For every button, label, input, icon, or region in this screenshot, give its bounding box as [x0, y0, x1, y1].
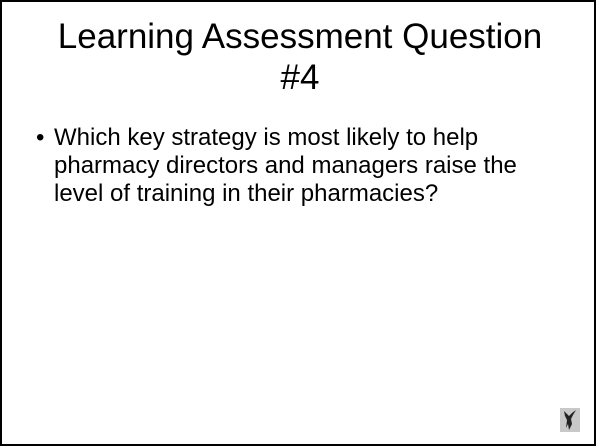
- bullet-list: Which key strategy is most likely to hel…: [36, 124, 566, 208]
- bullet-item: Which key strategy is most likely to hel…: [36, 124, 566, 208]
- slide-title: Learning Assessment Question #4: [57, 17, 543, 97]
- logo: [560, 408, 580, 432]
